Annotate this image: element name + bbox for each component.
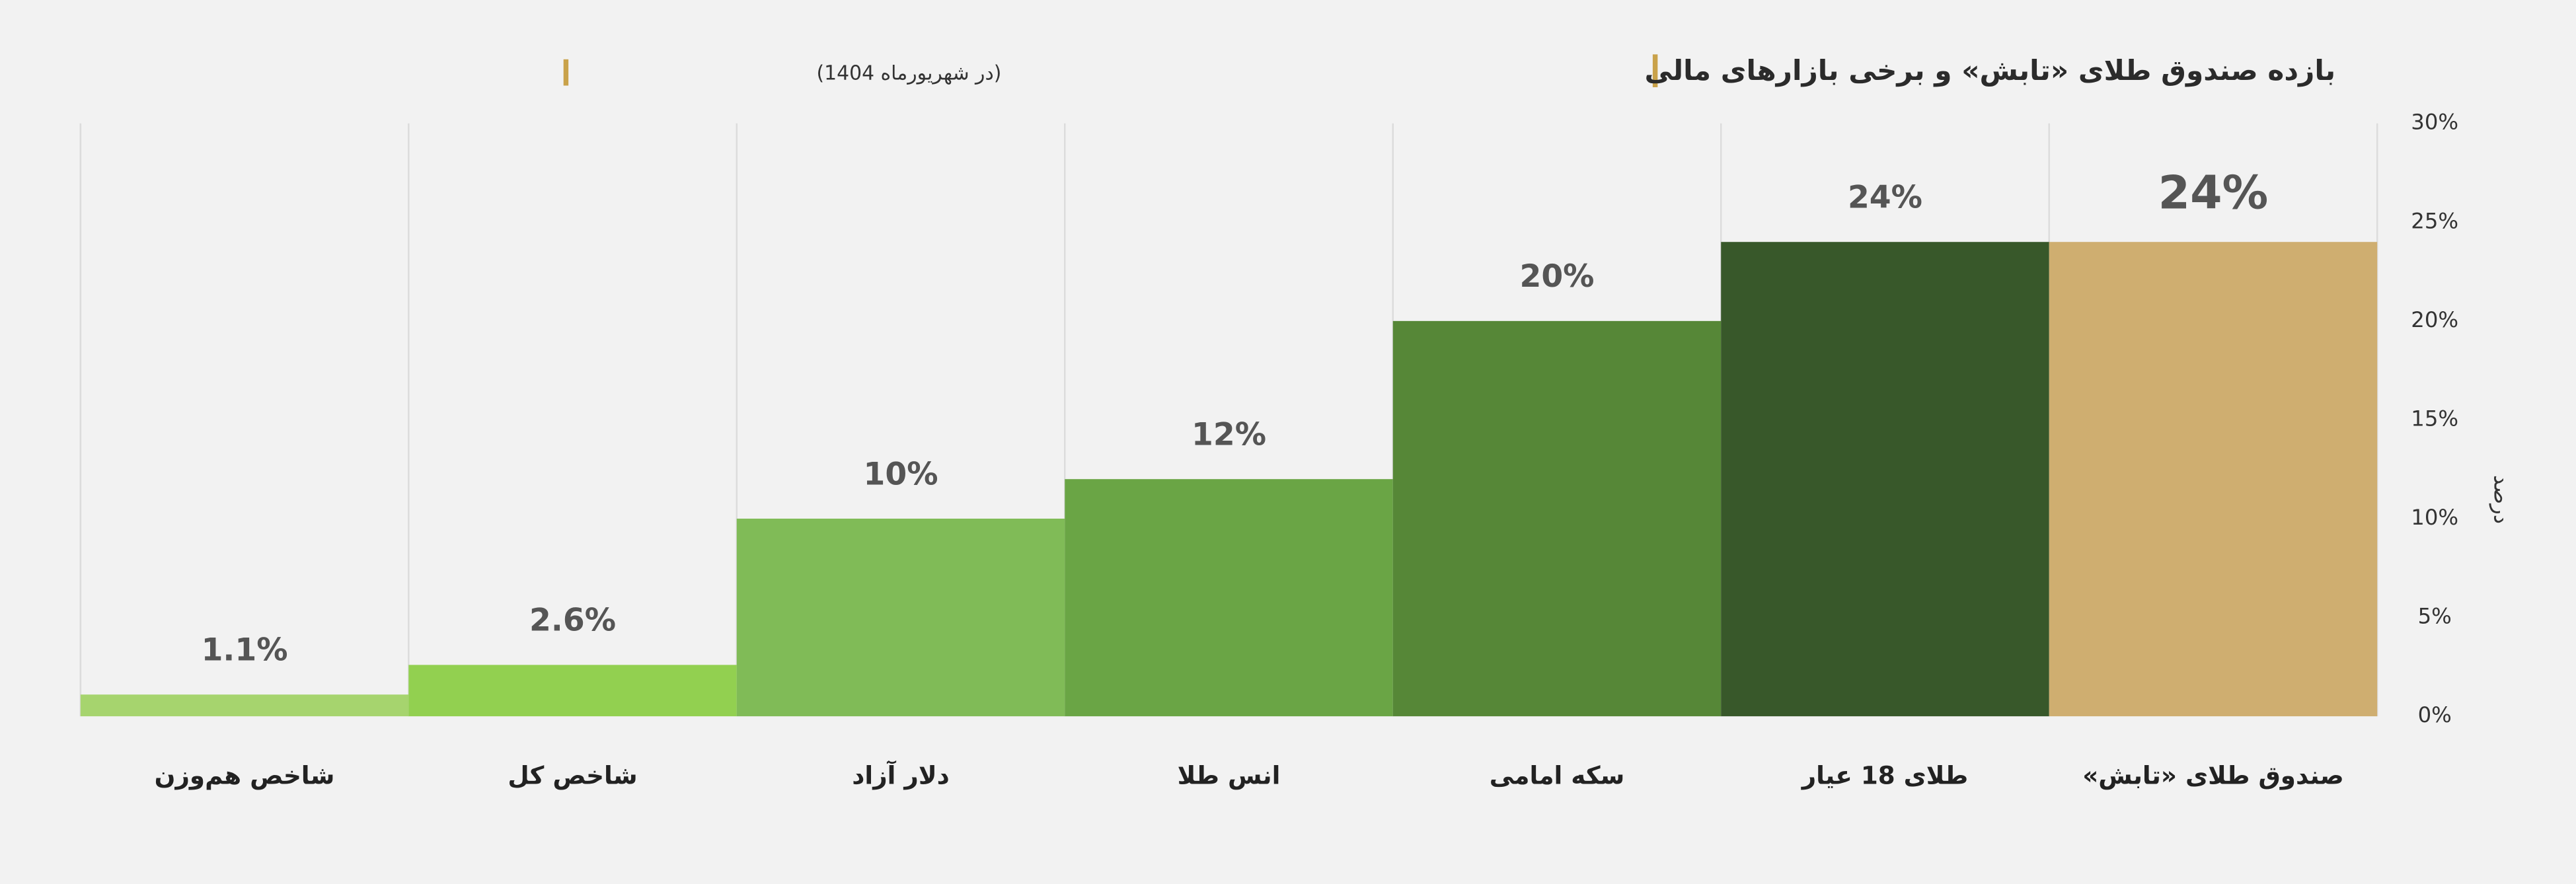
y-axis-label: درصد xyxy=(2489,475,2515,524)
chart-title: بازده صندوق طلای «تابش» و برخی بازارهای … xyxy=(1644,54,2335,87)
value-label: 12% xyxy=(1192,417,1266,453)
value-label: 20% xyxy=(1519,258,1594,295)
x-tick-label: دلار آزاد xyxy=(852,760,949,790)
chart-subtitle: (در شهریورماه 1404) xyxy=(817,62,1002,85)
y-tick-label: 10% xyxy=(2411,505,2458,530)
x-tick-label: شاخص هم‌وزن xyxy=(155,761,335,790)
value-label: 24% xyxy=(1848,180,1922,216)
x-tick-label: صندوق طلای «تابش» xyxy=(2082,761,2344,790)
x-tick-label: سکه امامی xyxy=(1490,761,1625,790)
title-marker xyxy=(1652,54,1658,88)
bar xyxy=(1392,320,1722,717)
y-tick-label: 5% xyxy=(2418,604,2452,629)
y-tick-label: 0% xyxy=(2418,702,2452,727)
value-label: 10% xyxy=(864,456,938,492)
y-tick-label: 30% xyxy=(2411,110,2458,135)
x-tick-label: انس طلا xyxy=(1178,761,1281,790)
y-tick-label: 20% xyxy=(2411,307,2458,332)
y-tick-label: 15% xyxy=(2411,406,2458,431)
bar xyxy=(736,519,1065,717)
title-marker xyxy=(563,59,569,86)
bar xyxy=(1721,242,2049,717)
value-label: 1.1% xyxy=(202,632,288,669)
value-label: 24% xyxy=(2158,166,2269,220)
bar xyxy=(1065,479,1393,717)
x-tick-label: شاخص کل xyxy=(508,761,637,790)
value-label: 2.6% xyxy=(529,603,616,639)
y-tick-label: 25% xyxy=(2411,208,2458,233)
bar xyxy=(80,694,409,717)
bar xyxy=(408,665,737,717)
bar xyxy=(2049,242,2378,717)
x-tick-label: طلای 18 عیار xyxy=(1801,761,1968,790)
